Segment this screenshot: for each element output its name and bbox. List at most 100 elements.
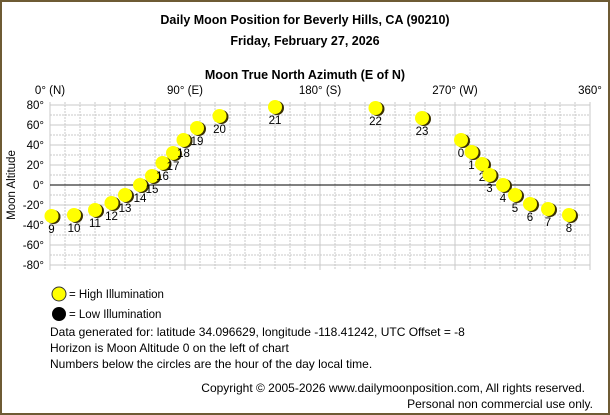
x-tick-labels: 0° (N) 90° (E) 180° (S) 270° (W) 360° bbox=[35, 85, 602, 97]
hour-label: 6 bbox=[527, 212, 533, 224]
moon-point: 18 bbox=[176, 133, 193, 160]
moon-marker bbox=[496, 178, 510, 192]
hour-label: 21 bbox=[269, 115, 282, 127]
moon-point: 22 bbox=[368, 101, 385, 128]
moon-marker bbox=[454, 133, 468, 147]
moon-point: 7 bbox=[541, 202, 557, 229]
y-tick-label: -40° bbox=[23, 220, 44, 232]
moon-point: 13 bbox=[118, 188, 134, 215]
grid bbox=[49, 102, 591, 270]
moon-marker bbox=[166, 146, 180, 160]
moon-marker bbox=[475, 157, 489, 171]
hour-label: 17 bbox=[167, 161, 180, 173]
moon-marker bbox=[464, 145, 479, 159]
hour-label: 20 bbox=[213, 124, 226, 136]
moon-marker bbox=[268, 100, 282, 114]
low-illumination-swatch bbox=[52, 307, 66, 321]
chart-subtitle: Friday, February 27, 2026 bbox=[230, 34, 379, 48]
hour-label: 14 bbox=[134, 193, 147, 205]
moon-marker bbox=[508, 188, 522, 202]
hour-label: 12 bbox=[105, 211, 118, 223]
hour-label: 16 bbox=[156, 171, 169, 183]
hour-label: 13 bbox=[119, 203, 132, 215]
license-note: Personal non commercial use only. bbox=[407, 397, 593, 411]
legend-low-label: = Low Illumination bbox=[69, 309, 161, 321]
hour-label: 23 bbox=[416, 126, 429, 138]
y-tick-label: 60° bbox=[27, 120, 44, 132]
moon-point: 6 bbox=[523, 197, 539, 224]
moon-point: 8 bbox=[562, 208, 578, 235]
moon-marker bbox=[155, 156, 170, 170]
moon-point: 21 bbox=[268, 100, 284, 127]
x-tick-label: 90° (E) bbox=[167, 85, 203, 97]
hour-label: 15 bbox=[146, 184, 159, 196]
hour-label: 10 bbox=[68, 223, 81, 235]
y-tick-label: 40° bbox=[27, 140, 44, 152]
hour-label: 4 bbox=[500, 193, 507, 205]
moon-point: 3 bbox=[482, 168, 499, 195]
note-location: Data generated for: latitude 34.096629, … bbox=[50, 325, 465, 339]
moon-marker bbox=[176, 133, 191, 147]
moon-marker bbox=[212, 109, 227, 123]
moon-point: 5 bbox=[508, 188, 524, 215]
hour-label: 9 bbox=[48, 224, 54, 236]
x-tick-label: 180° (S) bbox=[299, 85, 341, 97]
chart-title: Daily Moon Position for Beverly Hills, C… bbox=[160, 13, 449, 27]
moon-marker bbox=[482, 168, 497, 182]
moon-marker bbox=[44, 209, 59, 223]
hour-label: 18 bbox=[177, 148, 190, 160]
moon-marker bbox=[145, 169, 159, 183]
y-axis-title: Moon Altitude bbox=[6, 150, 18, 220]
y-tick-label: 0° bbox=[33, 180, 44, 192]
y-tick-label: 80° bbox=[27, 100, 44, 112]
x-tick-label: 270° (W) bbox=[432, 85, 478, 97]
hour-label: 7 bbox=[545, 217, 551, 229]
hour-label: 11 bbox=[89, 218, 101, 230]
moon-point: 12 bbox=[104, 196, 121, 223]
moon-marker bbox=[104, 196, 119, 210]
moon-marker bbox=[67, 208, 81, 222]
moon-point: 23 bbox=[415, 111, 431, 138]
y-tick-label: 20° bbox=[27, 160, 44, 172]
moon-marker bbox=[368, 101, 383, 115]
moon-marker bbox=[190, 121, 204, 135]
moon-point: 17 bbox=[166, 146, 182, 173]
legend-high-label: = High Illumination bbox=[69, 289, 164, 301]
moon-point: 15 bbox=[145, 169, 161, 196]
hour-label: 1 bbox=[468, 160, 474, 172]
hour-label: 19 bbox=[191, 136, 204, 148]
high-illumination-swatch bbox=[51, 286, 67, 302]
hour-label: 3 bbox=[486, 183, 492, 195]
moon-marker bbox=[88, 203, 102, 217]
x-tick-label: 0° (N) bbox=[35, 85, 65, 97]
x-tick-label: 360° bbox=[578, 85, 602, 97]
moon-marker bbox=[415, 111, 429, 125]
hour-label: 0 bbox=[458, 148, 464, 160]
note-hours: Numbers below the circles are the hour o… bbox=[50, 357, 373, 371]
legend: = High Illumination = Low Illumination bbox=[51, 286, 164, 321]
moon-marker bbox=[133, 178, 147, 192]
moon-marker bbox=[541, 202, 555, 216]
copyright: Copyright © 2005-2026 www.dailymoonposit… bbox=[201, 381, 585, 395]
moon-point: 10 bbox=[67, 208, 83, 235]
moon-marker bbox=[523, 197, 537, 211]
moon-marker bbox=[118, 188, 132, 202]
moon-point: 0 bbox=[454, 133, 470, 160]
moon-point: 9 bbox=[44, 209, 61, 236]
moon-point: 20 bbox=[212, 109, 229, 136]
moon-point: 19 bbox=[190, 121, 206, 148]
moon-point: 14 bbox=[133, 178, 149, 205]
hour-label: 5 bbox=[512, 203, 518, 215]
x-axis-title: Moon True North Azimuth (E of N) bbox=[205, 68, 405, 82]
moon-point: 1 bbox=[464, 145, 481, 172]
hour-label: 22 bbox=[369, 116, 382, 128]
y-tick-label: -80° bbox=[23, 260, 44, 272]
moon-marker bbox=[562, 208, 576, 222]
y-tick-label: -20° bbox=[23, 200, 44, 212]
y-tick-labels: 80° 60° 40° 20° 0° -20° -40° -60° -80° bbox=[23, 100, 44, 272]
hour-label: 2 bbox=[479, 172, 485, 184]
y-tick-label: -60° bbox=[23, 240, 44, 252]
note-horizon: Horizon is Moon Altitude 0 on the left o… bbox=[50, 341, 289, 355]
